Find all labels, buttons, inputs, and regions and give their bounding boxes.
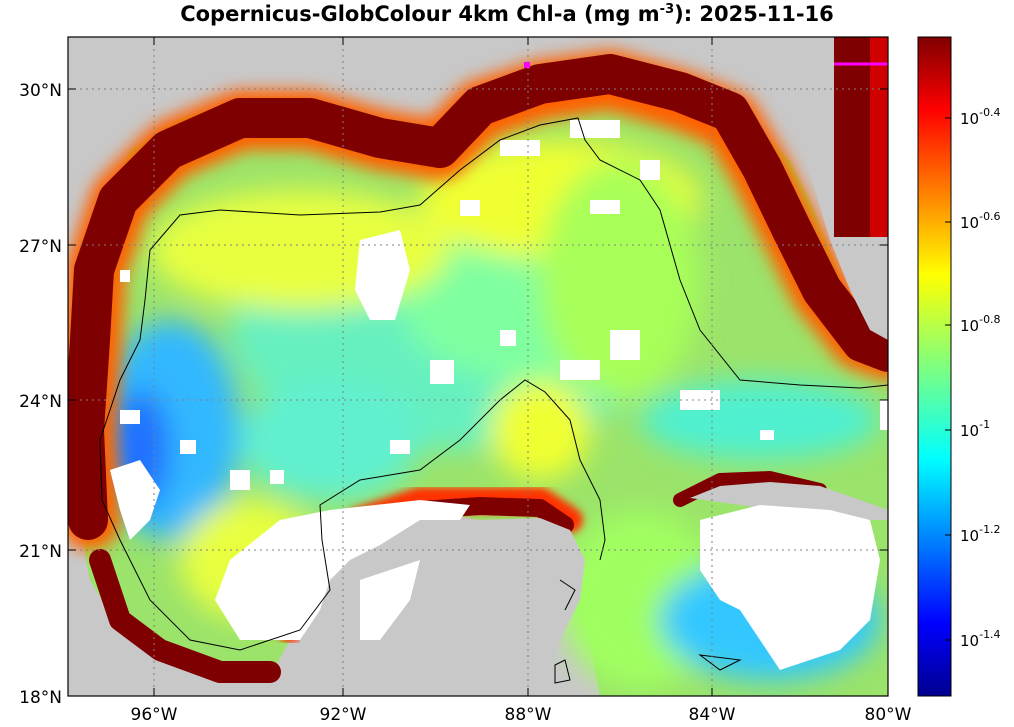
cuba-land xyxy=(690,482,888,520)
colorbar-ticks xyxy=(945,117,951,641)
map-area xyxy=(68,37,888,696)
lon-label-88w: 88°W xyxy=(505,705,552,725)
yucatan-land xyxy=(300,518,585,696)
colorbar-label-3: 10-1 xyxy=(960,418,990,440)
map-frame xyxy=(67,36,889,697)
axis-ticks xyxy=(68,37,888,696)
colorbar-label-4: 10-1.2 xyxy=(960,523,1001,545)
lat-label-27n: 27°N xyxy=(19,237,62,257)
colorbar xyxy=(917,36,952,697)
southwest-cyan xyxy=(240,380,420,500)
lon-label-92w: 92°W xyxy=(320,705,367,725)
lat-label-30n: 30°N xyxy=(19,81,62,101)
magenta-marker-dot xyxy=(524,62,530,68)
east-green xyxy=(540,160,700,400)
lon-label-80w: 80°W xyxy=(865,705,912,725)
colorbar-label-5: 10-1.4 xyxy=(960,628,1001,650)
lon-label-84w: 84°W xyxy=(689,705,736,725)
lat-label-24n: 24°N xyxy=(19,392,62,412)
map-title: Copernicus-GlobColour 4km Chl-a (mg m-3)… xyxy=(180,2,834,26)
lat-label-18n: 18°N xyxy=(19,688,62,708)
colorbar-label-1: 10-0.6 xyxy=(960,210,1001,232)
colorbar-label-0: 10-0.4 xyxy=(960,106,1001,128)
gridlines xyxy=(68,37,888,696)
straits-cyan xyxy=(640,380,880,460)
atlantic-offshore xyxy=(870,37,888,237)
depth-contours xyxy=(99,117,888,684)
lon-label-96w: 96°W xyxy=(131,705,178,725)
cloud-cover xyxy=(110,120,888,670)
campeche-bank-yellow xyxy=(490,380,590,480)
lat-label-21n: 21°N xyxy=(19,542,62,562)
colorbar-label-2: 10-0.8 xyxy=(960,313,1001,335)
